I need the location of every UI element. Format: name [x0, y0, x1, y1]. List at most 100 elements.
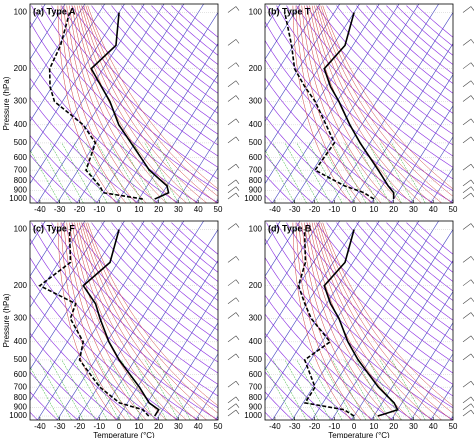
isotherm — [311, 221, 439, 420]
isotherm — [265, 221, 340, 339]
wind-barb — [235, 192, 240, 198]
wind-barb — [227, 39, 237, 46]
wind-barb — [235, 396, 240, 402]
x-tick-label: -30 — [54, 205, 66, 214]
dry-adiabat — [161, 222, 218, 273]
wind-barb — [227, 62, 237, 69]
mixing-ratio — [367, 359, 402, 420]
mixing-ratio — [144, 359, 179, 420]
dry-adiabat — [30, 134, 98, 203]
isotherm — [215, 415, 218, 420]
wind-barb — [235, 279, 240, 284]
wind-barb — [462, 409, 472, 417]
y-tick-label: 600 — [249, 153, 263, 162]
x-tick-label: 40 — [429, 205, 438, 214]
wind-barb — [462, 380, 472, 388]
mixing-ratio — [49, 142, 84, 203]
wind-barb — [227, 312, 237, 319]
mixing-ratio — [132, 359, 167, 420]
mixing-ratio — [156, 142, 191, 203]
wind-barb — [235, 380, 240, 386]
y-tick-label: 400 — [14, 120, 28, 129]
isotherm — [371, 74, 453, 203]
isotherm — [37, 4, 165, 203]
mixing-ratio — [391, 359, 426, 420]
dry-adiabat — [265, 351, 333, 420]
dry-adiabat — [51, 5, 218, 168]
moist-adiabat — [318, 5, 452, 203]
panel-title: (a) Type A — [33, 6, 76, 16]
x-tick-label: -40 — [269, 205, 281, 214]
isotherm — [265, 221, 360, 370]
isotherm — [371, 291, 453, 420]
dry-adiabat — [265, 313, 374, 420]
dry-adiabat — [91, 5, 218, 125]
isotherm — [470, 221, 474, 420]
dry-adiabat — [306, 222, 453, 363]
y-tick-label: 200 — [14, 64, 28, 73]
isotherm — [30, 4, 86, 91]
mixing-ratio — [73, 142, 108, 203]
isotherm — [96, 11, 218, 203]
dry-adiabat — [30, 332, 118, 420]
wind-barb — [227, 118, 237, 126]
moist-adiabat — [83, 222, 217, 420]
plot-frame — [264, 3, 454, 204]
wind-barb — [227, 396, 237, 404]
background — [30, 4, 218, 203]
panel-title: (c) Type F — [33, 223, 75, 233]
isotherm — [56, 221, 185, 420]
wind-barb — [462, 312, 472, 319]
wind-barb — [235, 223, 240, 228]
isotherm — [96, 228, 218, 420]
wind-barb — [227, 279, 237, 286]
dry-adiabat — [265, 134, 333, 203]
mixing-ratio — [391, 142, 426, 203]
y-tick-label: 700 — [249, 382, 263, 391]
isotherm — [291, 4, 420, 203]
isotherm — [195, 167, 218, 203]
dry-adiabat — [416, 5, 453, 38]
dry-adiabat — [30, 96, 139, 203]
isotherm — [30, 4, 125, 153]
wind-barb — [235, 6, 240, 11]
wind-barb — [462, 80, 472, 87]
plot-frame — [29, 3, 219, 204]
x-tick-label: 30 — [409, 422, 418, 431]
wind-barb — [235, 95, 240, 100]
moist-adiabat — [63, 222, 137, 420]
isotherm — [265, 4, 360, 153]
mixing-ratio — [320, 359, 355, 420]
moist-adiabat — [85, 5, 218, 197]
mixing-ratio — [30, 366, 60, 420]
mixing-ratio — [272, 142, 307, 203]
moist-adiabat — [74, 5, 177, 203]
moist-adiabat — [311, 222, 422, 420]
y-tick-label: 100 — [249, 225, 263, 234]
dry-adiabat — [61, 222, 218, 374]
moist-adiabat — [301, 5, 382, 203]
x-tick-label: 50 — [214, 422, 223, 431]
x-tick-label: 0 — [117, 205, 122, 214]
isotherm — [30, 4, 66, 60]
isotherm — [331, 228, 453, 420]
y-tick-label: 200 — [249, 64, 263, 73]
wind-barb — [235, 403, 240, 408]
dry-adiabat — [111, 5, 218, 104]
y-tick-label: 100 — [14, 225, 28, 234]
wind-barb — [462, 163, 472, 171]
isotherm — [116, 260, 218, 420]
x-tick-label: 40 — [429, 422, 438, 431]
dry-adiabat — [286, 5, 453, 168]
isotherm — [215, 198, 218, 203]
wind-barb — [227, 353, 237, 361]
dry-adiabat — [71, 5, 218, 146]
x-axis-label: Temperature (°C) — [93, 431, 155, 438]
wind-barb — [235, 409, 240, 415]
dry-adiabat — [30, 294, 159, 420]
moist-adiabat — [76, 222, 187, 420]
wind-barb — [462, 118, 472, 126]
wind-barb — [227, 409, 237, 417]
dry-adiabat — [111, 222, 218, 321]
dry-adiabat — [181, 5, 218, 38]
